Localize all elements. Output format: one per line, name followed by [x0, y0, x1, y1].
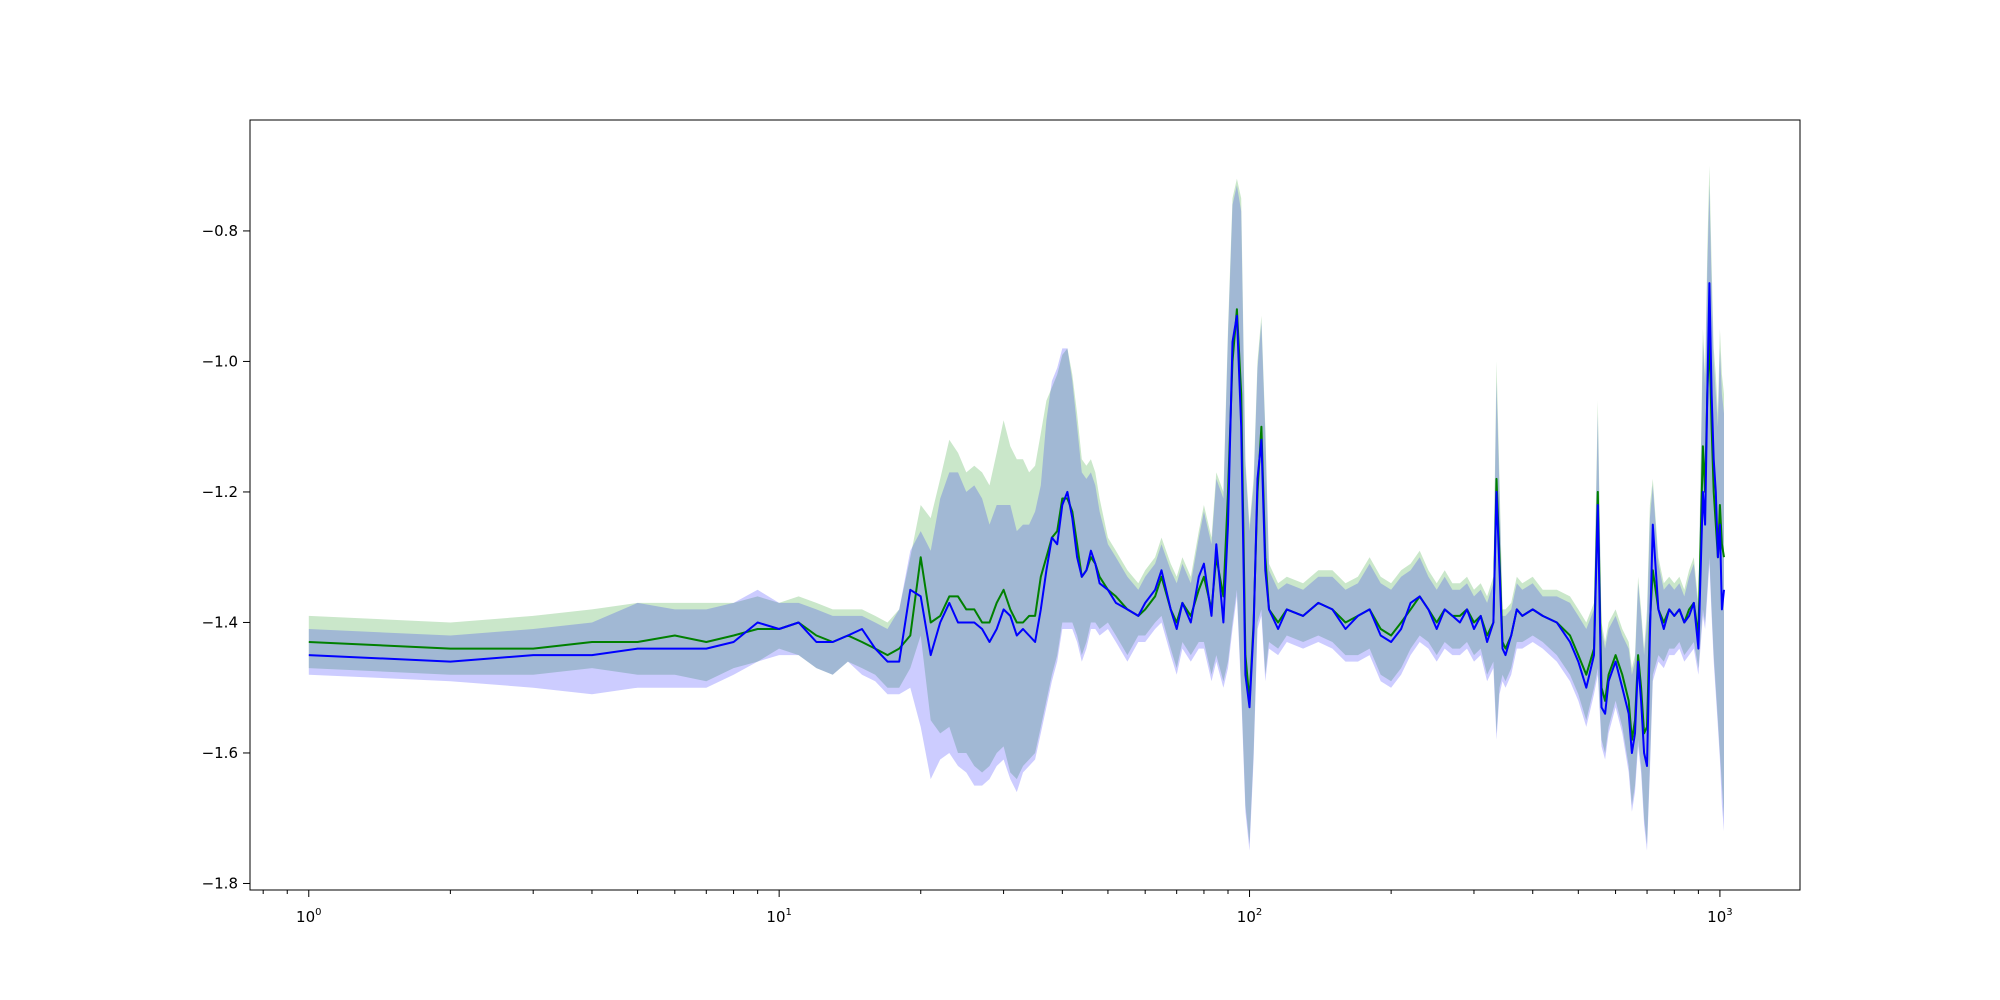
y-tick-label: −1.4 — [202, 613, 238, 631]
confidence-bands — [308, 165, 1724, 851]
y-tick-label: −1.2 — [202, 483, 238, 501]
series-1-band — [308, 165, 1724, 845]
y-axis: −0.8 −1.0 −1.2 −1.4 −1.6 −1.8 — [202, 222, 250, 892]
series-2-line — [308, 282, 1725, 767]
x-tick-label: 101 — [766, 907, 791, 926]
plot-frame — [249, 119, 1801, 891]
series-2-band — [308, 185, 1724, 851]
x-axis: 100 101 102 103 — [262, 890, 1733, 926]
y-tick-label: −1.6 — [202, 744, 238, 762]
x-tick-label: 103 — [1707, 907, 1732, 926]
y-tick-label: −1.8 — [202, 874, 238, 892]
x-tick-label: 100 — [296, 907, 321, 926]
x-tick-label: 102 — [1237, 907, 1262, 926]
y-tick-label: −0.8 — [202, 222, 238, 240]
series-lines — [308, 282, 1725, 767]
y-tick-label: −1.0 — [202, 352, 238, 370]
